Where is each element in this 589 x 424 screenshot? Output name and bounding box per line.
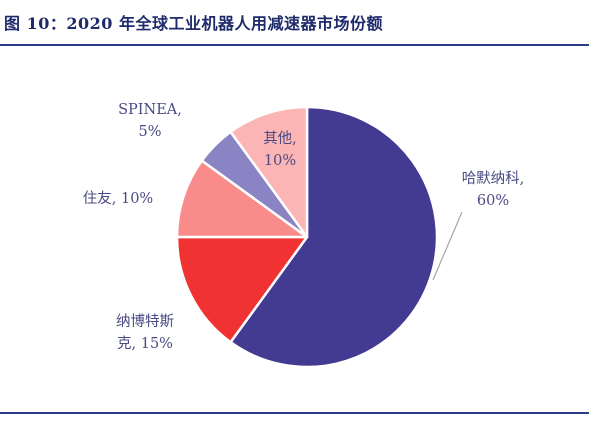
- pie-slice-1: [229, 105, 439, 369]
- slice-label-2: 纳博特斯克, 15%: [116, 313, 174, 352]
- slice-label-4: SPINEA, 5%: [118, 102, 182, 140]
- slice-label-line: 住友, 10%: [83, 190, 153, 207]
- slice-label-3: 住友, 10%: [83, 190, 153, 207]
- figure-title: 图 10：2020 年全球工业机器人用减速器市场份额: [4, 14, 383, 33]
- bottom-rule: [0, 412, 589, 414]
- slice-label-1: 哈默纳科, 60%: [462, 170, 525, 209]
- pie-slices: [175, 105, 439, 369]
- slice-label-line: 5%: [138, 124, 161, 140]
- slice-label-line: 其他,: [263, 130, 297, 147]
- slice-labels: 哈默纳科, 60% 纳博特斯克, 15% 住友, 10% SPINEA, 5% 其他, 10%: [83, 102, 525, 352]
- leader-lines: [432, 211, 463, 281]
- top-rule: [0, 44, 589, 46]
- slice-label-5: 其他, 10%: [263, 130, 297, 169]
- leader-line-1: [432, 211, 463, 281]
- slice-label-line: SPINEA,: [118, 102, 182, 118]
- slice-label-line: 哈默纳科,: [462, 170, 525, 187]
- pie-slice-2: [175, 235, 309, 344]
- slice-label-line: 纳博特斯: [116, 313, 174, 330]
- slice-label-line: 60%: [477, 193, 509, 209]
- pie-slice-5: [229, 105, 309, 239]
- slice-label-line: 10%: [264, 153, 296, 169]
- slice-label-line: 克, 15%: [117, 335, 173, 352]
- pie-slice-3: [175, 159, 309, 239]
